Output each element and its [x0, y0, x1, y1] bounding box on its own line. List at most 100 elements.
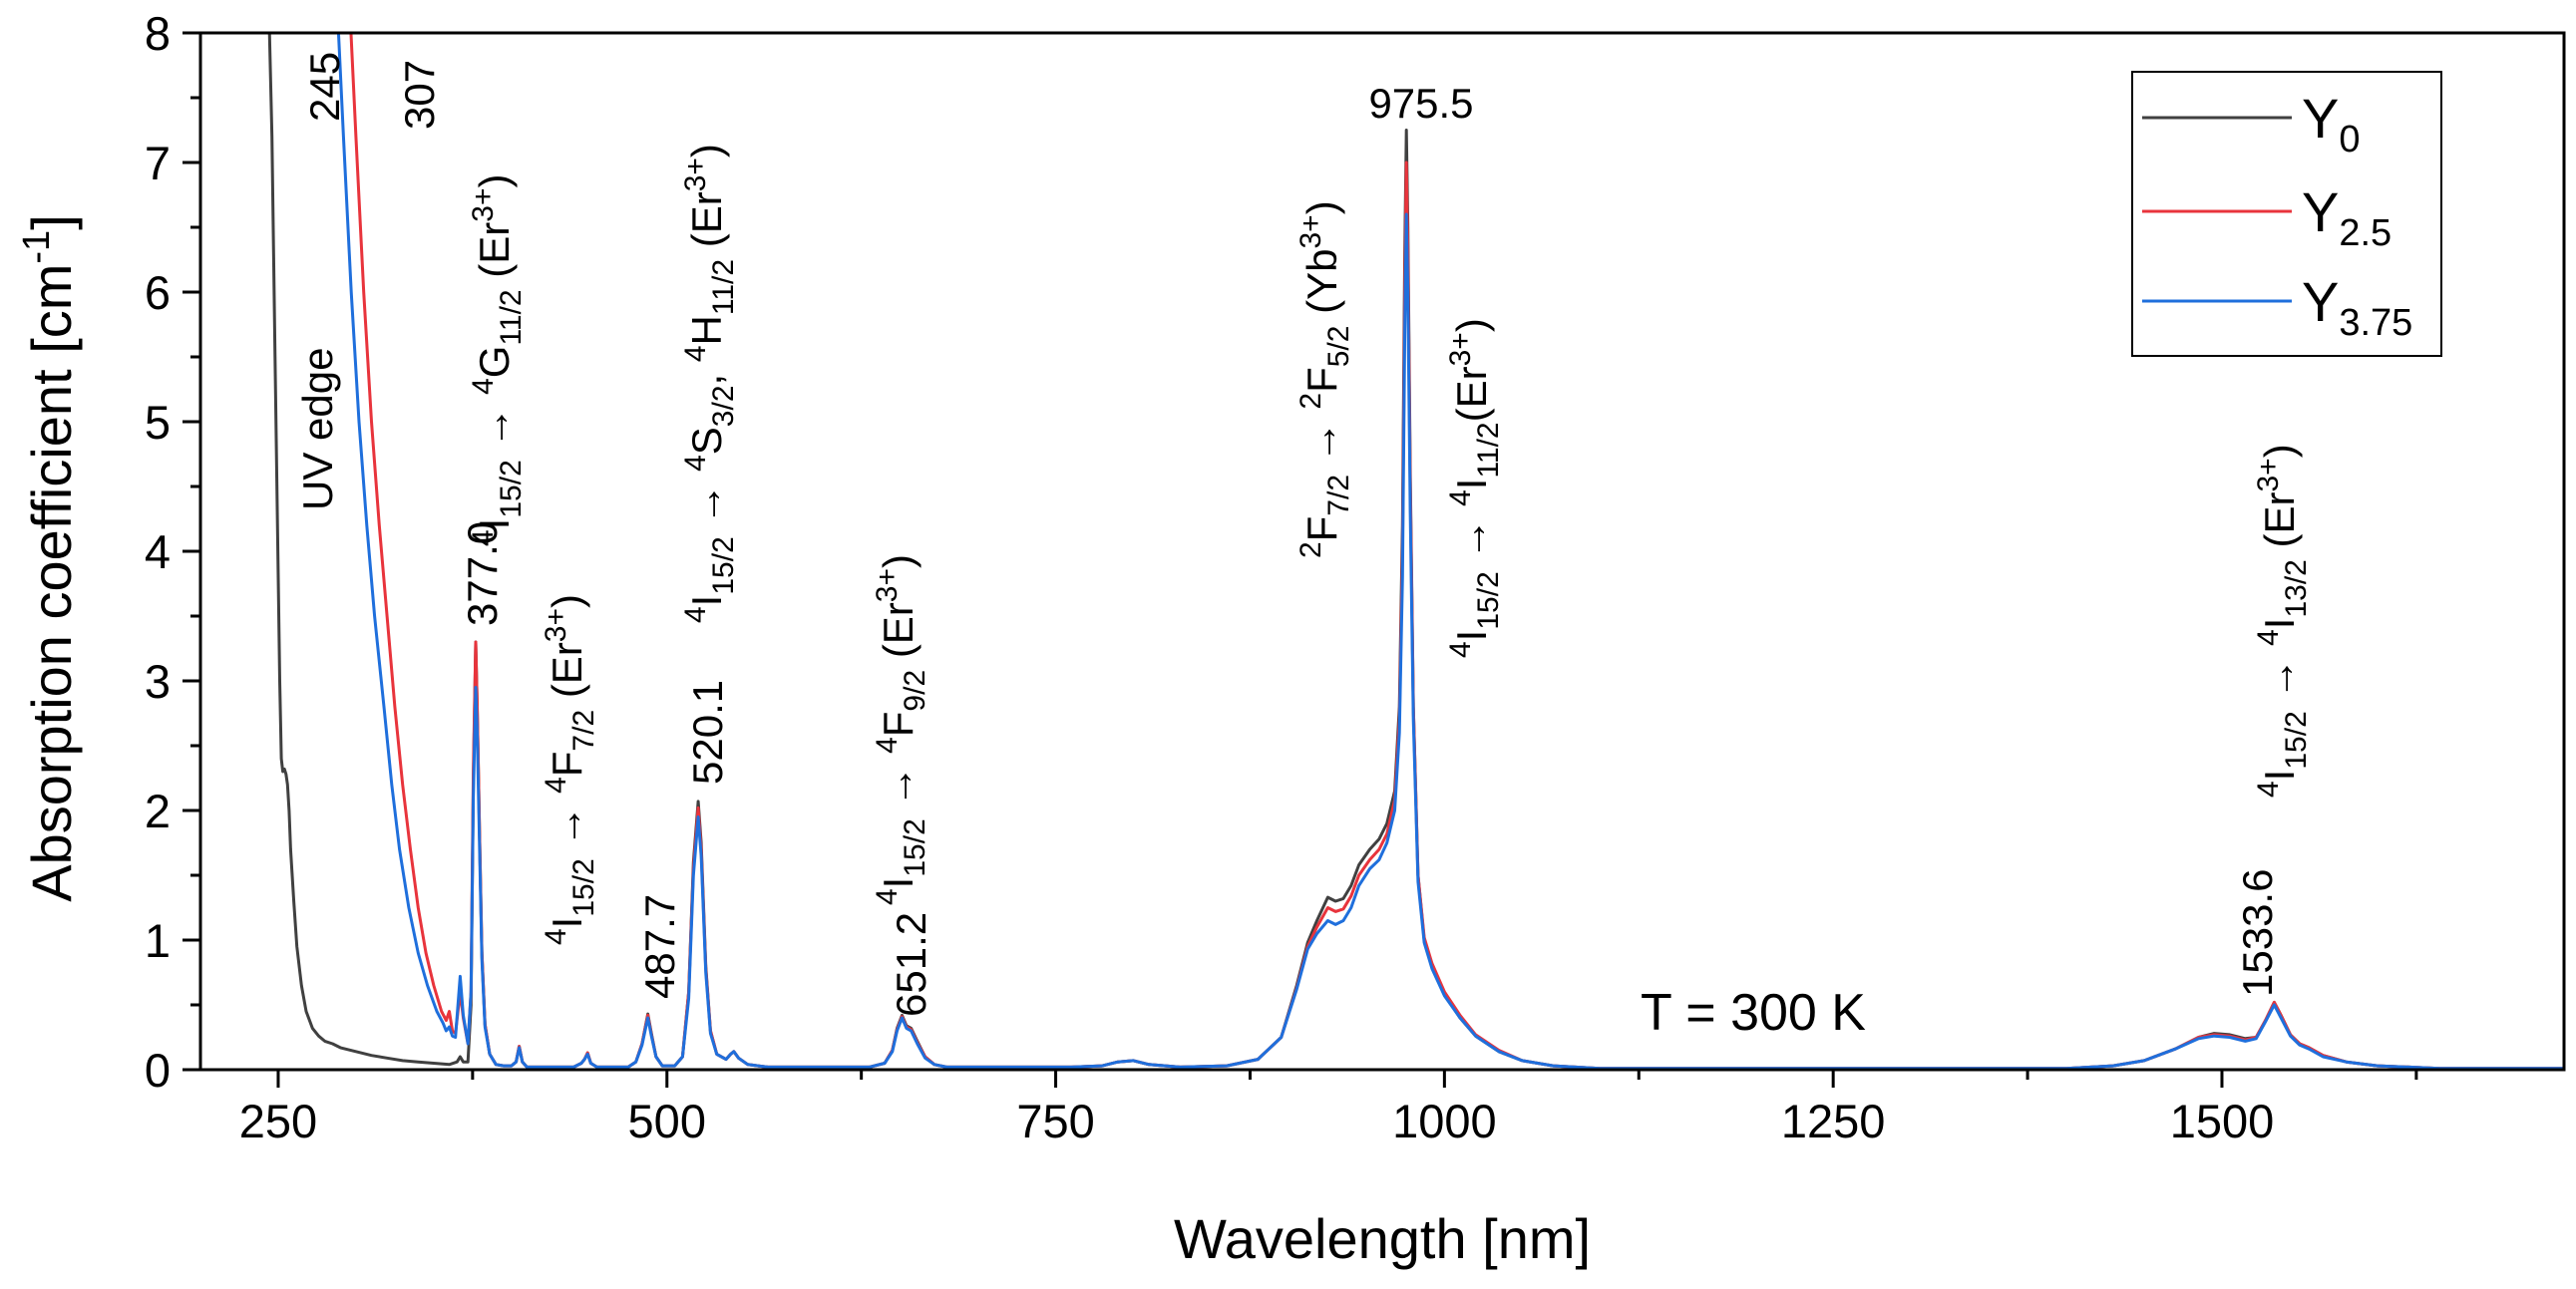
transition-377-label: 4I15/2 → 4G11/2 (Er3+)	[467, 174, 528, 547]
x-tick-label: 1250	[1781, 1095, 1886, 1147]
transition-part: 4	[679, 455, 712, 472]
transition-part: 4	[679, 345, 712, 362]
transition-1533-label: 4I15/2 → 4I13/2 (Er3+)	[2252, 444, 2313, 798]
transition-part: (Er	[544, 642, 590, 710]
y-axis-title: Absorption coefficient [cm-1]	[16, 214, 83, 902]
transition-part: (Er	[471, 222, 518, 290]
transition-part: 4	[1444, 489, 1477, 506]
x-axis-title: Wavelength [nm]	[1174, 1207, 1591, 1270]
transition-part: F	[1298, 367, 1345, 393]
transition-part: )	[875, 554, 921, 568]
legend-label-y3.75: Y3.75	[2302, 270, 2412, 344]
transition-part: )	[544, 594, 590, 608]
transition-part: 2	[1294, 393, 1327, 410]
transition-part: I	[875, 877, 921, 889]
y-tick-label: 3	[145, 655, 171, 708]
transition-part: 3+	[540, 608, 572, 642]
transition-part: 3+	[1444, 332, 1477, 366]
y-axis-title-end: ]	[20, 214, 83, 230]
plot-curves	[267, 33, 2564, 1070]
transition-part: 4	[2252, 629, 2285, 646]
transition-part: I	[471, 518, 518, 530]
transition-yb-label: 2F7/2 → 2F5/2 (Yb3+)	[1294, 200, 1355, 558]
transition-part: 2	[1294, 541, 1327, 558]
transition-520-label: 4I15/2 → 4S3/2, 4H11/2 (Er3+)	[679, 144, 740, 623]
transition-487-label: 4I15/2 → 4F7/2 (Er3+)	[540, 594, 600, 945]
y-tick-label: 7	[145, 137, 171, 189]
transition-part: )	[683, 144, 730, 158]
transition-part: ,	[683, 362, 730, 385]
axis-ticks: 250 500 750 1000 1250 1500 0 1 2 3 4 5 6 7 8	[145, 7, 2418, 1147]
x-tick-label: 1500	[2170, 1095, 2275, 1147]
y-axis-title-sup: -1	[16, 230, 58, 264]
transition-part: 3/2	[707, 385, 740, 427]
transition-part: 15/2	[567, 858, 600, 916]
transition-part: F	[544, 752, 590, 778]
x-tick-label: 500	[628, 1095, 706, 1147]
peak-label-975: 975.5	[1368, 80, 1473, 127]
transition-part: 4	[2252, 781, 2285, 798]
transition-part: 15/2	[2280, 711, 2313, 769]
transition-part: )	[1298, 200, 1345, 214]
transition-part: 15/2	[707, 536, 740, 594]
peak-label-307: 307	[396, 60, 443, 130]
peak-label-520: 520.1	[684, 680, 731, 785]
transition-part: 3+	[871, 568, 904, 602]
y-axis-title-main: Absorption coefficient [cm	[20, 264, 83, 902]
legend: Y0 Y2.5 Y3.75	[2131, 71, 2442, 357]
transition-part: 4	[1444, 641, 1477, 658]
transition-part: 11/2	[495, 289, 528, 345]
transition-part: 5/2	[1322, 326, 1355, 368]
temperature-label: T = 300 K	[1641, 984, 1866, 1042]
transition-part: →	[683, 472, 730, 536]
transition-651-label: 4I15/2 → 4F9/2 (Er3+)	[871, 554, 931, 905]
peak-label-487: 487.7	[636, 894, 683, 999]
legend-label-y0: Y0	[2302, 87, 2361, 161]
transition-part: I	[683, 595, 730, 607]
transition-part: 3+	[467, 188, 500, 222]
transition-part: 11/2	[707, 259, 740, 315]
transition-part: (Er	[875, 602, 921, 670]
transition-part: 7/2	[1322, 475, 1355, 516]
transition-part: (Er	[683, 191, 730, 259]
transition-part: →	[1448, 506, 1495, 571]
transition-part: 15/2	[899, 818, 931, 876]
transition-part: →	[1298, 410, 1345, 475]
transition-part: (Yb	[1298, 249, 1345, 326]
peak-label-377: 377.0	[459, 521, 506, 626]
x-tick-label: 750	[1016, 1095, 1094, 1147]
transition-part: 9/2	[899, 670, 931, 712]
transition-part: →	[2256, 646, 2303, 711]
transition-part: G	[471, 346, 518, 379]
transition-part: (Er	[2256, 491, 2303, 559]
transition-part: →	[471, 395, 518, 460]
transition-part: 4	[540, 928, 572, 945]
uv-edge-label: UV edge	[294, 348, 341, 510]
transition-part: 4	[467, 529, 500, 546]
transition-part: 4	[871, 888, 904, 905]
transition-part: 4	[871, 737, 904, 754]
transition-part: H	[683, 315, 730, 345]
transition-part: F	[875, 712, 921, 738]
transition-part: )	[2256, 444, 2303, 458]
transition-part: 15/2	[1472, 571, 1505, 629]
y-tick-label: 5	[145, 396, 171, 449]
transition-part: )	[1448, 318, 1495, 332]
y-tick-label: 2	[145, 785, 171, 837]
transition-part: I	[2256, 618, 2303, 630]
transition-part: 11/2	[1472, 422, 1505, 478]
transition-part: 13/2	[2280, 559, 2313, 617]
transition-part: 4	[467, 378, 500, 395]
series-line-y3.75	[336, 33, 2564, 1070]
peak-label-651: 651.2	[888, 912, 934, 1017]
transition-part: 3+	[679, 158, 712, 191]
x-tick-label: 1000	[1392, 1095, 1497, 1147]
transition-part: →	[875, 754, 921, 818]
transition-part: I	[2256, 770, 2303, 782]
y-tick-label: 6	[145, 266, 171, 319]
peak-label-245: 245	[301, 52, 348, 122]
transition-part: I	[1448, 630, 1495, 642]
transition-part: )	[471, 174, 518, 188]
transition-part: F	[1298, 516, 1345, 542]
